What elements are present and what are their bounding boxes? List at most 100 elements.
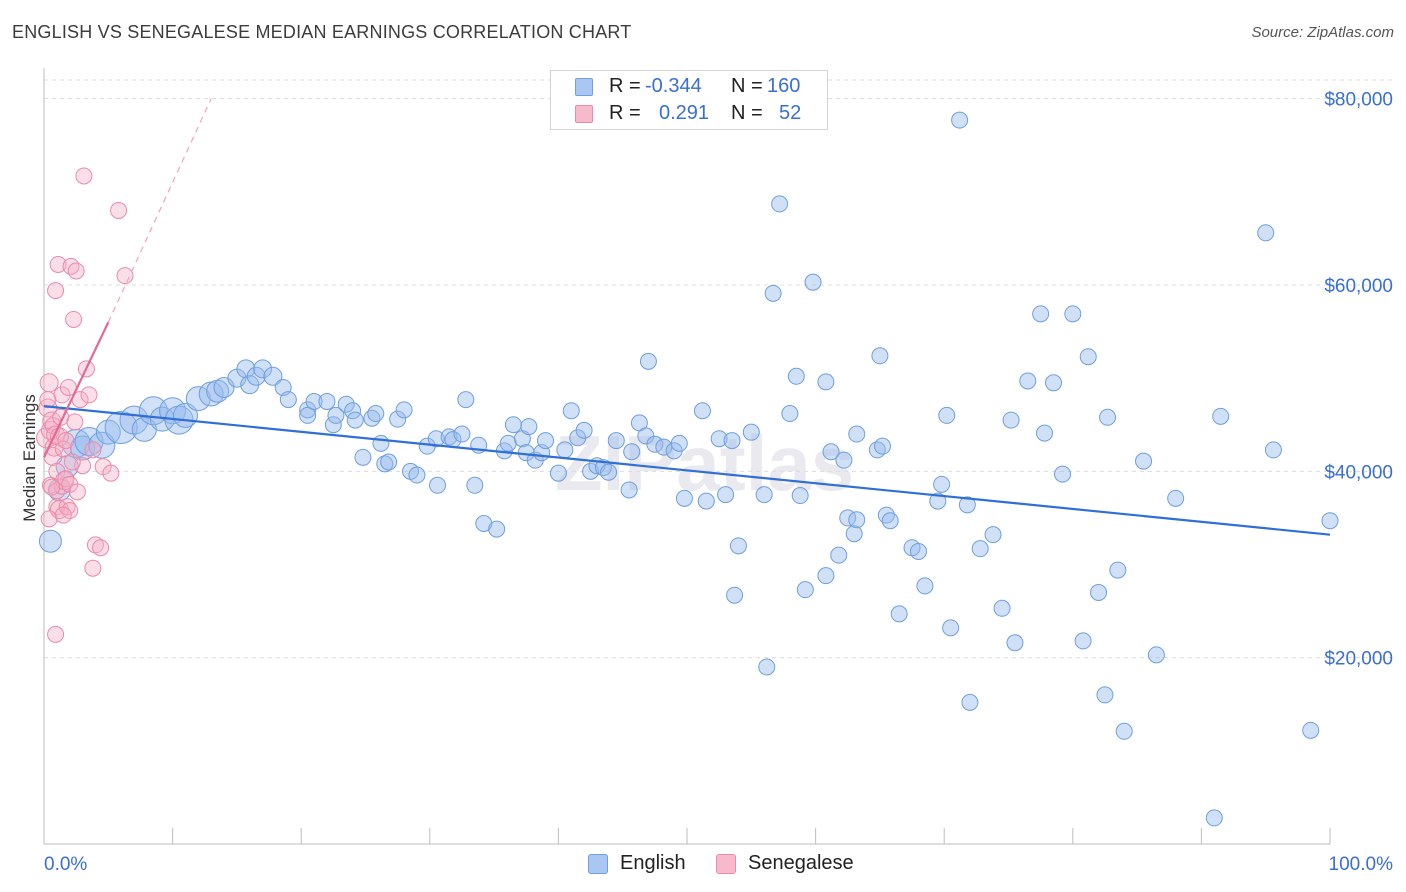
english-point [909, 542, 927, 560]
senegalese-point [67, 262, 85, 280]
english-point [1079, 348, 1097, 366]
n-label: N = [731, 102, 763, 124]
english-point [758, 658, 776, 676]
english-point [916, 577, 934, 595]
y-tick-label: $40,000 [1324, 462, 1393, 483]
english-point [1115, 722, 1133, 740]
english-point [710, 430, 728, 448]
y-tick-label: $80,000 [1324, 90, 1393, 111]
english-point [817, 373, 835, 391]
x-tick-label: 0.0% [44, 854, 87, 875]
r-value: -0.344 [645, 75, 702, 97]
senegalese-swatch [716, 854, 736, 874]
english-point [253, 359, 273, 379]
english-point [346, 411, 364, 429]
english-point [119, 405, 149, 435]
legend-label: English [620, 852, 686, 874]
english-point [236, 359, 256, 379]
english-point [1257, 224, 1275, 242]
y-tick-label: $60,000 [1324, 276, 1393, 297]
english-point [389, 410, 407, 428]
senegalese-point [66, 413, 84, 431]
r-label: R = [609, 75, 641, 97]
english-point [1147, 646, 1165, 664]
english-point [723, 432, 741, 450]
english-point [1205, 809, 1223, 827]
chart-title: ENGLISH VS SENEGALESE MEDIAN EARNINGS CO… [12, 22, 632, 42]
english-point [881, 512, 899, 530]
english-point [453, 425, 471, 443]
n-value: 52 [779, 102, 802, 124]
english-point [675, 489, 693, 507]
english-point [822, 443, 840, 461]
english-point [873, 437, 891, 455]
english-point [993, 599, 1011, 617]
english-point [299, 401, 317, 419]
english-point [1045, 374, 1063, 392]
english-point [1002, 411, 1020, 429]
english-point [337, 395, 355, 413]
english-point [1212, 407, 1230, 425]
english-point [971, 540, 989, 558]
english-point [781, 405, 799, 423]
english-point [504, 416, 522, 434]
senegalese-point [54, 506, 72, 524]
english-point [327, 406, 345, 424]
english-point [639, 352, 657, 370]
y-axis-title: Median Earnings [20, 394, 39, 522]
english-point [395, 401, 413, 419]
senegalese-point [116, 267, 134, 285]
senegalese-point [39, 373, 59, 393]
senegalese-point [102, 464, 120, 482]
english-point [670, 434, 688, 452]
senegalese-point [65, 310, 83, 328]
english-point [600, 463, 618, 481]
senegalese-point [80, 386, 98, 404]
english-point [729, 537, 747, 555]
english-point [1109, 561, 1127, 579]
english-point [1019, 372, 1037, 390]
english-point [549, 464, 567, 482]
english-point [1096, 686, 1114, 704]
english-point [1264, 441, 1282, 459]
x-tick-label: 100.0% [1329, 854, 1394, 875]
english-point [427, 430, 445, 448]
english-point [1321, 512, 1339, 530]
senegalese-point [47, 282, 65, 300]
english-point [804, 273, 822, 291]
english-point [871, 347, 889, 365]
english-point [520, 418, 538, 436]
english-point [367, 405, 385, 423]
english-point [796, 581, 814, 599]
english-point [299, 406, 317, 424]
english-point [817, 567, 835, 585]
english-point [429, 476, 447, 494]
n-value: 160 [767, 75, 801, 97]
senegalese-point [86, 536, 104, 554]
senegalese-point [62, 257, 80, 275]
english-point [263, 366, 283, 386]
senegalese-point [92, 539, 110, 557]
english-point [1064, 305, 1082, 323]
english-point [104, 411, 138, 445]
english-point [835, 451, 853, 469]
english-point [1099, 408, 1117, 426]
senegalese-point [40, 510, 58, 528]
english-point [620, 481, 638, 499]
english-point [791, 487, 809, 505]
senegalese-point [49, 255, 67, 273]
trend-lines [43, 98, 1331, 536]
senegalese-point [84, 559, 102, 577]
english-point [488, 520, 506, 538]
senegalese-point [75, 167, 93, 185]
senegalese-point [68, 483, 86, 501]
english-point [942, 619, 960, 637]
english-point [38, 529, 62, 553]
english-point [787, 367, 805, 385]
english-point [951, 111, 969, 129]
english-point [607, 432, 625, 450]
english-point [890, 605, 908, 623]
english-point [830, 546, 848, 564]
english-point [246, 366, 266, 386]
